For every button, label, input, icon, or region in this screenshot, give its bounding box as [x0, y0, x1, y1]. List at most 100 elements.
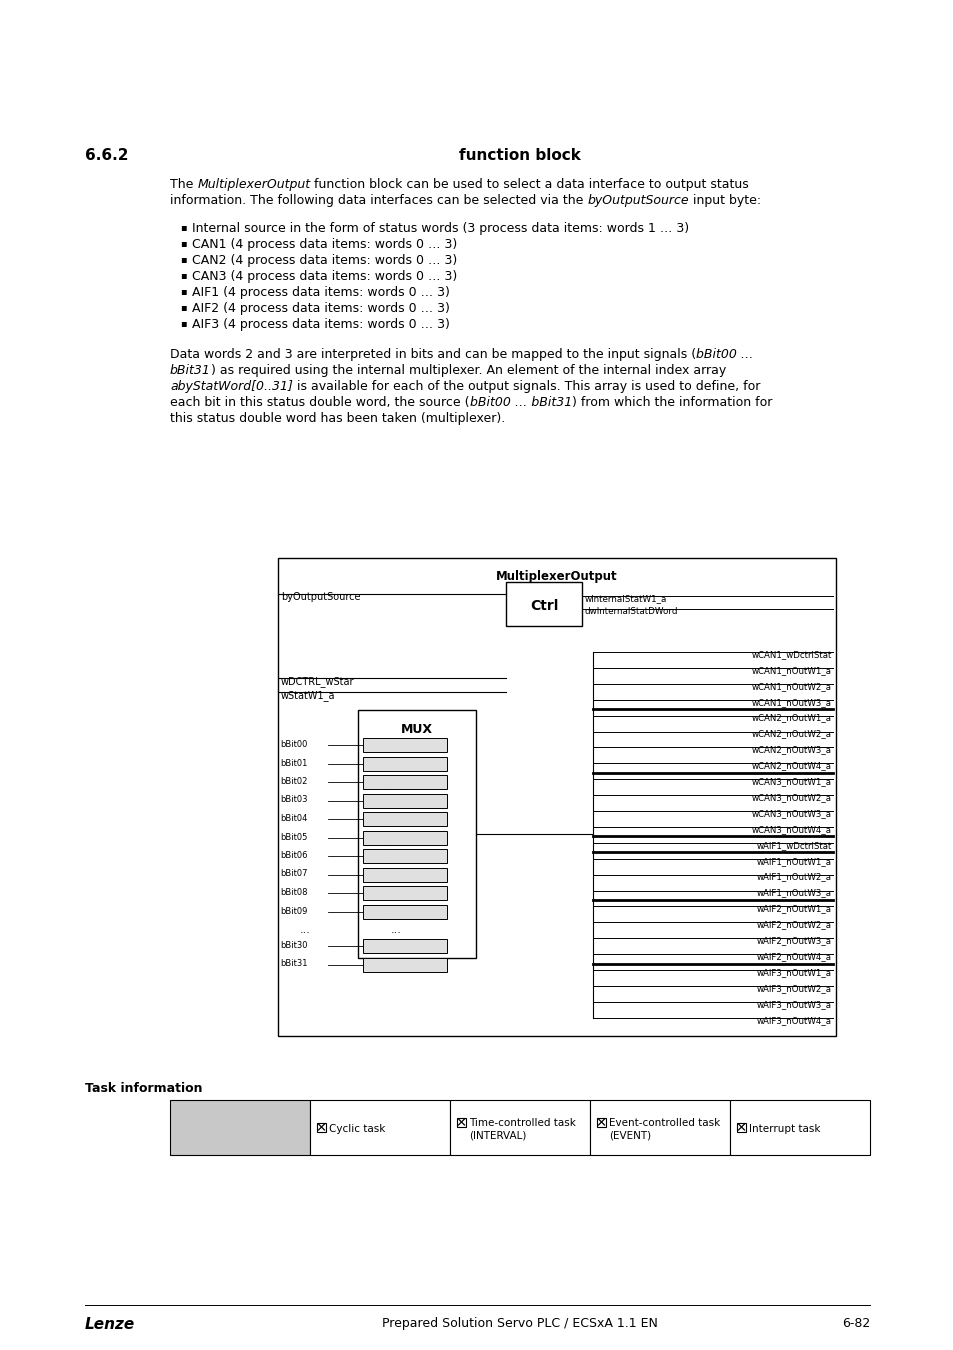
Text: ) from which the information for: ) from which the information for [571, 396, 771, 409]
Text: (EVENT): (EVENT) [608, 1130, 651, 1141]
Text: wCAN3_nOutW4_a: wCAN3_nOutW4_a [751, 825, 831, 834]
Bar [456, 1118, 465, 1126]
Text: bBit07: bBit07 [280, 869, 307, 879]
Text: Ctrl: Ctrl [529, 599, 558, 613]
Text: this status double word has been taken (multiplexer).: this status double word has been taken (… [170, 412, 505, 425]
Text: ...: ... [391, 925, 401, 936]
Text: abyStatWord[8]: abyStatWord[8] [375, 892, 435, 900]
Text: wCAN1_nOutW1_a: wCAN1_nOutW1_a [751, 666, 831, 675]
Text: wCAN3_nOutW3_a: wCAN3_nOutW3_a [751, 809, 831, 818]
Text: Time-controlled task: Time-controlled task [469, 1118, 576, 1127]
Bar [597, 1118, 605, 1126]
Text: byOutputSource: byOutputSource [587, 194, 688, 207]
Text: (INTERVAL): (INTERVAL) [469, 1130, 526, 1141]
Text: Data words 2 and 3 are interpreted in bits and can be mapped to the input signal: Data words 2 and 3 are interpreted in bi… [170, 348, 696, 360]
Bar [363, 886, 447, 900]
Text: abyStatWord[4]: abyStatWord[4] [375, 818, 435, 828]
Bar [277, 558, 835, 1035]
Text: abyStatWord[6]: abyStatWord[6] [375, 855, 435, 864]
Text: MUX: MUX [400, 724, 433, 736]
Text: input byte:: input byte: [688, 194, 760, 207]
Text: bBit00 …: bBit00 … [696, 348, 753, 360]
Text: ▪: ▪ [180, 302, 187, 312]
Text: AIF1 (4 process data items: words 0 … 3): AIF1 (4 process data items: words 0 … 3) [192, 286, 450, 298]
Text: wAIF3_nOutW2_a: wAIF3_nOutW2_a [757, 984, 831, 992]
Text: abyStatWord[31]: abyStatWord[31] [372, 964, 437, 972]
Text: 6.6.2: 6.6.2 [85, 148, 129, 163]
Text: wAIF1_wDctrlStat: wAIF1_wDctrlStat [756, 841, 831, 849]
Text: The: The [170, 178, 197, 190]
Text: CAN1 (4 process data items: words 0 … 3): CAN1 (4 process data items: words 0 … 3) [192, 238, 456, 251]
Text: wAIF1_nOutW1_a: wAIF1_nOutW1_a [757, 857, 831, 865]
Text: bBit31: bBit31 [280, 960, 307, 968]
Bar [363, 868, 447, 882]
Text: dwInternalStatDWord: dwInternalStatDWord [584, 608, 678, 616]
Text: wCAN2_nOutW1_a: wCAN2_nOutW1_a [751, 714, 831, 722]
Bar [363, 775, 447, 788]
Text: Prepared Solution Servo PLC / ECSxA 1.1 EN: Prepared Solution Servo PLC / ECSxA 1.1 … [381, 1318, 658, 1330]
Text: CAN3 (4 process data items: words 0 … 3): CAN3 (4 process data items: words 0 … 3) [192, 270, 456, 284]
Text: CAN2 (4 process data items: words 0 … 3): CAN2 (4 process data items: words 0 … 3) [192, 254, 456, 267]
Text: bBit31: bBit31 [170, 364, 211, 377]
Bar [363, 756, 447, 771]
Text: bBit06: bBit06 [280, 850, 307, 860]
Text: MultiplexerOutput: MultiplexerOutput [197, 178, 310, 190]
Text: abyStatWord[5]: abyStatWord[5] [375, 837, 435, 845]
Text: wCAN1_nOutW3_a: wCAN1_nOutW3_a [751, 698, 831, 706]
Text: ▪: ▪ [180, 319, 187, 328]
Bar [363, 738, 447, 752]
Text: wCAN3_nOutW1_a: wCAN3_nOutW1_a [751, 778, 831, 786]
Bar [310, 1100, 450, 1156]
Text: ) as required using the internal multiplexer. An element of the internal index a: ) as required using the internal multipl… [211, 364, 725, 377]
Bar [737, 1122, 745, 1131]
Bar [589, 1100, 729, 1156]
Text: Lenze: Lenze [85, 1318, 135, 1332]
Text: ...: ... [299, 925, 311, 936]
Text: wAIF3_nOutW3_a: wAIF3_nOutW3_a [757, 1000, 831, 1008]
Text: bBit04: bBit04 [280, 814, 307, 824]
Text: wAIF3_nOutW1_a: wAIF3_nOutW1_a [757, 968, 831, 977]
Text: wCAN2_nOutW2_a: wCAN2_nOutW2_a [751, 729, 831, 738]
Text: abyStatWord[30]: abyStatWord[30] [372, 945, 437, 954]
Text: wAIF3_nOutW4_a: wAIF3_nOutW4_a [757, 1015, 831, 1025]
Text: bBit00: bBit00 [280, 740, 307, 749]
Text: 6-82: 6-82 [841, 1318, 869, 1330]
Text: wCAN1_nOutW2_a: wCAN1_nOutW2_a [751, 682, 831, 691]
Text: wCAN2_nOutW4_a: wCAN2_nOutW4_a [751, 761, 831, 771]
Text: wInternalStatW1_a: wInternalStatW1_a [584, 594, 667, 603]
Text: wAIF2_nOutW4_a: wAIF2_nOutW4_a [757, 952, 831, 961]
Bar [363, 940, 447, 953]
Text: Event-controlled task: Event-controlled task [608, 1118, 720, 1127]
Text: bBit00 … bBit31: bBit00 … bBit31 [469, 396, 571, 409]
Bar [363, 849, 447, 863]
Text: wAIF1_nOutW3_a: wAIF1_nOutW3_a [757, 888, 831, 898]
Text: wAIF1_nOutW2_a: wAIF1_nOutW2_a [757, 872, 831, 882]
Text: wAIF2_nOutW2_a: wAIF2_nOutW2_a [757, 921, 831, 929]
Text: wCAN1_wDctrlStat: wCAN1_wDctrlStat [751, 649, 831, 659]
Text: ▪: ▪ [180, 238, 187, 248]
Bar [729, 1100, 869, 1156]
Text: wCAN2_nOutW3_a: wCAN2_nOutW3_a [751, 745, 831, 755]
Text: Interrupt task: Interrupt task [748, 1123, 820, 1134]
Text: abyStatWord[1]: abyStatWord[1] [375, 763, 435, 771]
Text: abyStatWord[0..31]: abyStatWord[0..31] [170, 379, 293, 393]
Text: abyStatWord[7]: abyStatWord[7] [375, 873, 435, 883]
Text: each bit in this status double word, the source (: each bit in this status double word, the… [170, 396, 469, 409]
Text: bBit09: bBit09 [280, 906, 307, 915]
Text: function block: function block [458, 148, 580, 163]
Text: Task information: Task information [85, 1081, 202, 1095]
Text: bBit05: bBit05 [280, 833, 307, 841]
Text: ▪: ▪ [180, 270, 187, 279]
Text: wDCTRL_wStar: wDCTRL_wStar [281, 676, 355, 687]
Text: bBit03: bBit03 [280, 795, 307, 805]
Text: bBit01: bBit01 [280, 759, 307, 768]
Text: abyStatWord[9]: abyStatWord[9] [375, 910, 435, 919]
Text: MultiplexerOutput: MultiplexerOutput [496, 570, 618, 583]
Text: wAIF2_nOutW1_a: wAIF2_nOutW1_a [757, 904, 831, 914]
Bar [363, 904, 447, 918]
Bar [363, 957, 447, 972]
Text: bBit08: bBit08 [280, 888, 307, 896]
Bar [363, 794, 447, 807]
Text: abyStatWord[3]: abyStatWord[3] [375, 799, 435, 809]
Text: ▪: ▪ [180, 286, 187, 296]
